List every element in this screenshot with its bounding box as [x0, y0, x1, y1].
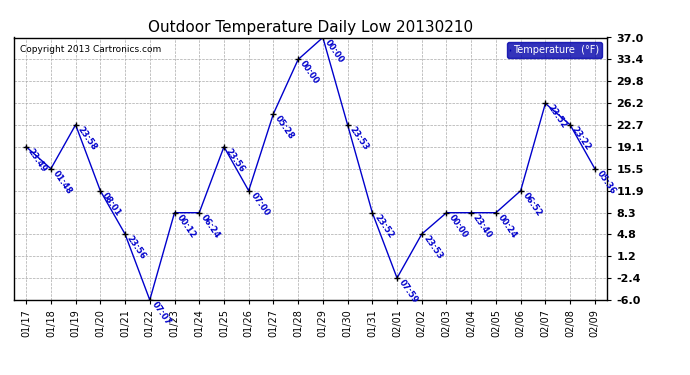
Text: 00:24: 00:24: [496, 213, 519, 240]
Text: 23:56: 23:56: [125, 234, 148, 261]
Title: Outdoor Temperature Daily Low 20130210: Outdoor Temperature Daily Low 20130210: [148, 20, 473, 35]
Text: Copyright 2013 Cartronics.com: Copyright 2013 Cartronics.com: [20, 45, 161, 54]
Text: 23:22: 23:22: [570, 125, 593, 152]
Text: 00:00: 00:00: [298, 60, 321, 86]
Text: 00:00: 00:00: [323, 38, 346, 64]
Text: 23:53: 23:53: [422, 234, 444, 261]
Text: 23:52: 23:52: [545, 104, 568, 130]
Text: 07:00: 07:00: [248, 191, 271, 217]
Text: 23:52: 23:52: [373, 213, 395, 240]
Text: 23:56: 23:56: [224, 147, 247, 174]
Text: 08:01: 08:01: [100, 191, 123, 217]
Legend: Temperature  (°F): Temperature (°F): [507, 42, 602, 58]
Text: 05:28: 05:28: [273, 114, 296, 141]
Text: 06:52: 06:52: [521, 191, 544, 218]
Text: 07:07: 07:07: [150, 300, 172, 327]
Text: 00:12: 00:12: [175, 213, 197, 240]
Text: 05:36: 05:36: [595, 169, 618, 196]
Text: 23:58: 23:58: [76, 125, 98, 152]
Text: 06:24: 06:24: [199, 213, 222, 240]
Text: 07:59: 07:59: [397, 278, 420, 305]
Text: 23:49: 23:49: [26, 147, 49, 174]
Text: 01:48: 01:48: [51, 169, 74, 196]
Text: 23:40: 23:40: [471, 213, 494, 240]
Text: 00:00: 00:00: [446, 213, 469, 240]
Text: 23:53: 23:53: [348, 125, 371, 152]
